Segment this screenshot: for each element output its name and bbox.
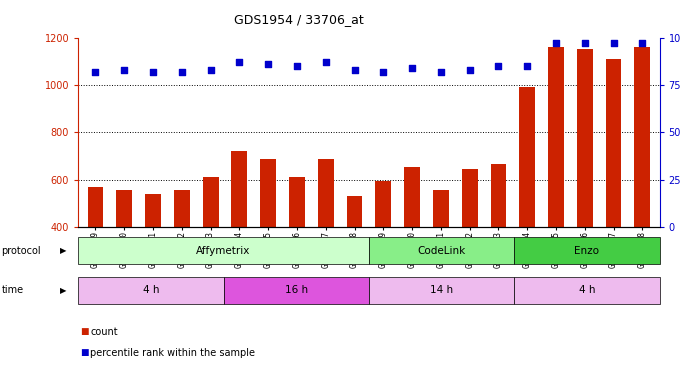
Text: count: count [90,327,118,337]
Point [349,67,360,73]
Bar [404,166,420,321]
Point [320,59,331,65]
Bar [548,47,564,321]
Bar [289,177,305,321]
Point [234,59,245,65]
Point [148,69,158,75]
Bar [203,177,218,321]
Text: 4 h: 4 h [143,285,159,295]
Text: 16 h: 16 h [285,285,308,295]
Point [464,67,475,73]
Bar [514,237,660,264]
Point [407,65,418,71]
Bar [520,87,535,321]
Text: ■: ■ [80,327,88,336]
Bar [375,181,391,321]
Bar [231,151,248,321]
Text: Affymetrix: Affymetrix [197,246,251,256]
Bar [369,277,514,304]
Text: 14 h: 14 h [430,285,453,295]
Text: ■: ■ [80,348,88,357]
Bar [490,164,507,321]
Text: ▶: ▶ [60,286,67,295]
Bar [116,190,132,321]
Bar [514,277,660,304]
Bar [634,47,650,321]
Point [205,67,216,73]
Text: time: time [1,285,24,295]
Text: GDS1954 / 33706_at: GDS1954 / 33706_at [235,13,364,26]
Point [637,40,648,46]
Point [292,63,303,69]
Text: protocol: protocol [1,246,41,256]
Point [176,69,187,75]
Point [522,63,532,69]
Bar [174,190,190,321]
Text: Enzo: Enzo [575,246,600,256]
Bar [606,59,622,321]
Bar [145,194,161,321]
Text: ▶: ▶ [60,246,67,255]
Point [493,63,504,69]
Point [579,40,590,46]
Bar [577,50,593,321]
Point [262,61,273,67]
Bar [347,196,362,321]
Point [551,40,562,46]
Text: 4 h: 4 h [579,285,595,295]
Bar [318,159,334,321]
Text: percentile rank within the sample: percentile rank within the sample [90,348,256,357]
Bar [260,159,276,321]
Bar [78,237,369,264]
Point [378,69,389,75]
Bar [78,277,224,304]
Point [608,40,619,46]
Bar [88,187,103,321]
Point [90,69,101,75]
Bar [462,169,477,321]
Bar [224,277,369,304]
Bar [433,190,449,321]
Text: CodeLink: CodeLink [418,246,466,256]
Point [435,69,446,75]
Bar [369,237,514,264]
Point [119,67,130,73]
